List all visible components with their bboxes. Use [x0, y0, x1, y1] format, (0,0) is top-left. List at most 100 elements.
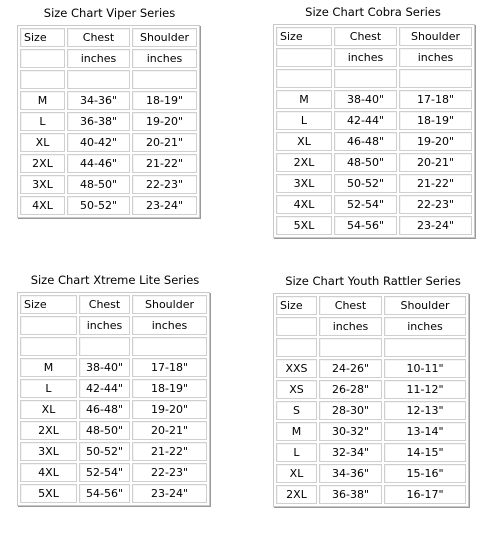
shoulder-cell: 22-23" [132, 175, 197, 194]
shoulder-cell: 21-22" [132, 442, 207, 461]
units-chest: inches [334, 48, 397, 67]
shoulder-cell: 17-18" [399, 90, 472, 109]
table-header-row: Size Chest Shoulder [276, 296, 466, 315]
shoulder-cell: 23-24" [132, 484, 207, 503]
table-row: 5XL 54-56" 23-24" [20, 484, 207, 503]
table-row: 5XL 54-56" 23-24" [276, 216, 472, 235]
size-cell: XL [276, 464, 317, 483]
size-cell: M [276, 90, 332, 109]
table-row: L 36-38" 19-20" [20, 112, 197, 131]
size-cell: 2XL [20, 154, 65, 173]
size-cell: XL [20, 400, 77, 419]
size-cell: XS [276, 380, 317, 399]
chest-cell: 50-52" [79, 442, 130, 461]
size-chart-cobra: Size Chart Cobra Series Size Chest Shoul… [273, 5, 475, 238]
table-row: 2XL 36-38" 16-17" [276, 485, 466, 504]
size-cell: XL [276, 132, 332, 151]
chest-cell: 54-56" [79, 484, 130, 503]
header-shoulder: Shoulder [132, 295, 207, 314]
chest-cell: 42-44" [334, 111, 397, 130]
chest-cell: 54-56" [334, 216, 397, 235]
size-chart-youth-rattler: Size Chart Youth Rattler Series Size Che… [273, 274, 473, 507]
size-cell: XXS [276, 359, 317, 378]
units-size [276, 48, 332, 67]
table-row: XL 40-42" 20-21" [20, 133, 197, 152]
table-header-row: Size Chest Shoulder [276, 27, 472, 46]
chest-cell: 52-54" [79, 463, 130, 482]
shoulder-cell: 19-20" [399, 132, 472, 151]
table-header-row: Size Chest Shoulder [20, 28, 197, 47]
chest-cell: 46-48" [79, 400, 130, 419]
chest-cell: 42-44" [79, 379, 130, 398]
table-units-row: inches inches [20, 316, 207, 335]
chart-title: Size Chart Xtreme Lite Series [30, 273, 200, 287]
size-cell: 4XL [20, 196, 65, 215]
units-shoulder: inches [132, 316, 207, 335]
size-cell: L [20, 379, 77, 398]
units-chest: inches [319, 317, 382, 336]
shoulder-cell: 21-22" [132, 154, 197, 173]
table-row: 4XL 52-54" 22-23" [276, 195, 472, 214]
shoulder-cell: 22-23" [132, 463, 207, 482]
table-row: L 42-44" 18-19" [20, 379, 207, 398]
table-spacer-row [276, 69, 472, 88]
chest-cell: 48-50" [67, 175, 130, 194]
table-row: 3XL 50-52" 21-22" [276, 174, 472, 193]
chest-cell: 46-48" [334, 132, 397, 151]
size-cell: 4XL [20, 463, 77, 482]
chest-cell: 36-38" [319, 485, 382, 504]
chest-cell: 44-46" [67, 154, 130, 173]
table-header-row: Size Chest Shoulder [20, 295, 207, 314]
header-size: Size [276, 296, 317, 315]
table-spacer-row [20, 70, 197, 89]
header-size: Size [276, 27, 332, 46]
header-chest: Chest [67, 28, 130, 47]
header-shoulder: Shoulder [132, 28, 197, 47]
chest-cell: 52-54" [334, 195, 397, 214]
size-table: Size Chest Shoulder inches inches XXS 24… [273, 293, 469, 507]
shoulder-cell: 10-11" [384, 359, 466, 378]
units-size [276, 317, 317, 336]
shoulder-cell: 18-19" [399, 111, 472, 130]
table-row: 3XL 50-52" 21-22" [20, 442, 207, 461]
size-cell: M [20, 358, 77, 377]
size-table: Size Chest Shoulder inches inches M 34-3… [17, 25, 200, 218]
table-row: M 38-40" 17-18" [20, 358, 207, 377]
shoulder-cell: 20-21" [132, 133, 197, 152]
size-cell: S [276, 401, 317, 420]
table-row: M 30-32" 13-14" [276, 422, 466, 441]
chest-cell: 40-42" [67, 133, 130, 152]
size-cell: 2XL [20, 421, 77, 440]
size-cell: 5XL [276, 216, 332, 235]
units-shoulder: inches [384, 317, 466, 336]
chest-cell: 34-36" [319, 464, 382, 483]
units-chest: inches [67, 49, 130, 68]
table-units-row: inches inches [276, 48, 472, 67]
size-cell: 3XL [276, 174, 332, 193]
header-size: Size [20, 28, 65, 47]
size-cell: L [20, 112, 65, 131]
chart-title: Size Chart Youth Rattler Series [285, 274, 461, 288]
shoulder-cell: 19-20" [132, 112, 197, 131]
size-table: Size Chest Shoulder inches inches M 38-4… [17, 292, 210, 506]
chest-cell: 36-38" [67, 112, 130, 131]
size-chart-viper: Size Chart Viper Series Size Chest Shoul… [17, 6, 202, 218]
shoulder-cell: 15-16" [384, 464, 466, 483]
table-row: XL 34-36" 15-16" [276, 464, 466, 483]
header-chest: Chest [319, 296, 382, 315]
chest-cell: 38-40" [79, 358, 130, 377]
shoulder-cell: 18-19" [132, 91, 197, 110]
units-shoulder: inches [399, 48, 472, 67]
size-cell: 5XL [20, 484, 77, 503]
table-row: 4XL 52-54" 22-23" [20, 463, 207, 482]
shoulder-cell: 20-21" [399, 153, 472, 172]
units-size [20, 49, 65, 68]
shoulder-cell: 18-19" [132, 379, 207, 398]
units-size [20, 316, 77, 335]
shoulder-cell: 20-21" [132, 421, 207, 440]
shoulder-cell: 11-12" [384, 380, 466, 399]
header-chest: Chest [334, 27, 397, 46]
chest-cell: 34-36" [67, 91, 130, 110]
table-row: 2XL 44-46" 21-22" [20, 154, 197, 173]
table-row: L 32-34" 14-15" [276, 443, 466, 462]
